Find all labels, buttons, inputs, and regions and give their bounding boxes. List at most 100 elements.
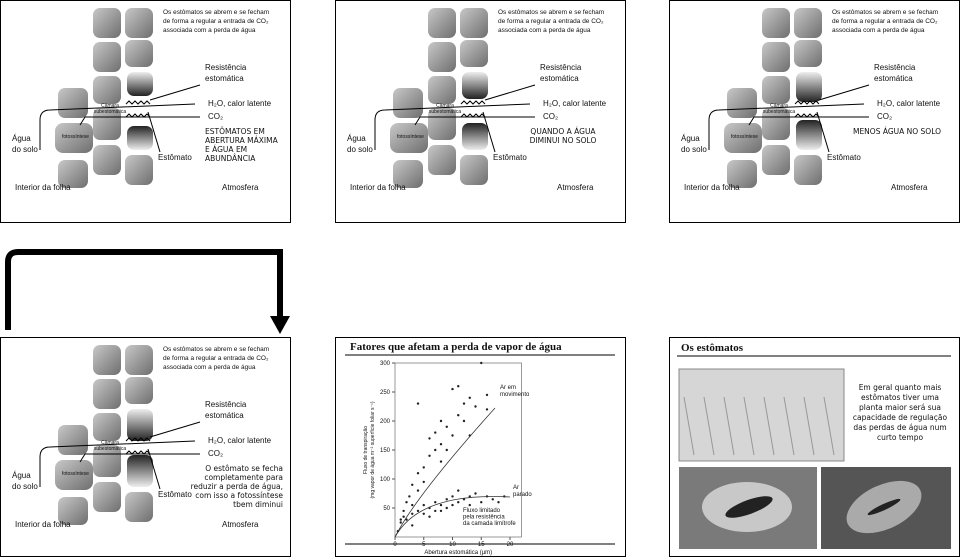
body-text: Em geral quanto mais [859, 383, 942, 392]
cell [58, 88, 88, 118]
note: de forma a regular a entrada de CO₂ [832, 18, 938, 25]
cell [762, 108, 790, 140]
data-point [416, 489, 420, 492]
water-label: Água [12, 471, 31, 480]
co2-label: CO₂ [543, 112, 558, 121]
slide: Os estômatos Em geral quanto maisestômato… [669, 337, 960, 557]
slide-title: Fatores que afetam a perda de vapor de á… [350, 341, 562, 353]
photosynthesis-label: fotossíntese [397, 134, 424, 140]
data-point [402, 509, 405, 513]
h2o-label: H₂O, calor latente [208, 99, 272, 108]
guard-cell [796, 120, 822, 150]
data-point [462, 498, 466, 501]
image-detail [743, 396, 755, 456]
data-point [445, 425, 448, 428]
note: Os estômatos se abrem e se fecham [832, 9, 938, 16]
y-tick-label: 200 [380, 419, 391, 425]
data-point [411, 512, 414, 515]
data-point [428, 454, 431, 457]
data-point [434, 501, 437, 504]
trend-curve [394, 496, 511, 538]
data-point [402, 515, 405, 518]
pointer [482, 111, 496, 153]
data-point [422, 503, 425, 507]
chamber-label: subestomática [763, 109, 795, 115]
image-detail [763, 396, 775, 456]
slide: Os estômatos se abrem e se fecham de form… [335, 0, 626, 223]
cell [58, 425, 88, 455]
stomate-label: Estômato [493, 153, 527, 162]
resistance [794, 100, 820, 105]
pointer [818, 84, 870, 101]
series-label: parado [513, 492, 532, 498]
chamber-label: Câmara [101, 103, 119, 109]
caption: QUANDO A ÁGUA [530, 127, 596, 136]
note: Os estômatos se abrem e se fecham [498, 9, 604, 16]
image-detail [783, 396, 795, 456]
resistance-label: Resistência [874, 63, 916, 72]
water-label: Água [681, 134, 700, 143]
pointer [147, 111, 161, 153]
interior-label: Interior da folha [15, 183, 71, 192]
cell [794, 8, 822, 38]
water-label: do solo [12, 145, 38, 154]
y-tick-label: 300 [380, 361, 391, 367]
water-label: do solo [681, 145, 707, 154]
caption: MENOS ÁGUA NO SOLO [853, 127, 941, 136]
data-point [451, 503, 454, 507]
cell [93, 8, 121, 38]
cell [460, 8, 488, 38]
x-axis-label: Abertura estomática (µm) [424, 550, 492, 556]
data-point [445, 506, 448, 510]
cell [58, 160, 88, 188]
photosynthesis-label: fotossíntese [731, 134, 758, 140]
slide: Os estômatos se abrem e se fecham de form… [0, 0, 291, 223]
photosynthesis-cell [390, 123, 428, 153]
water-path [39, 103, 196, 150]
trend-curve [394, 407, 496, 538]
body-text: das perdas de água num [853, 423, 946, 432]
resistance [125, 450, 151, 455]
slide: Os estômatos se abrem e se fecham de form… [0, 337, 291, 557]
cell [460, 40, 488, 67]
data-point [411, 483, 414, 486]
x-tick-label: 5 [422, 542, 426, 548]
data-point [491, 498, 494, 501]
stomate-label: Estômato [827, 153, 861, 162]
atmosphere-label: Atmosfera [891, 183, 928, 192]
water-path [374, 103, 531, 150]
resistance [125, 100, 151, 105]
cell [125, 40, 153, 67]
data-point [416, 509, 420, 513]
guard-cell [127, 126, 153, 150]
atmosphere-label: Atmosfera [557, 183, 594, 192]
photosynthesis-label: fotossíntese [62, 134, 89, 140]
annotation: Fluxo limitado [463, 508, 501, 514]
water-label: do solo [12, 482, 38, 491]
note: Os estômatos se abrem e se fecham [163, 346, 269, 353]
resistance [125, 437, 151, 442]
series-label: Ar [513, 485, 519, 491]
data-point [468, 495, 471, 498]
y-tick-label: 150 [380, 448, 391, 454]
co2-path [79, 116, 200, 126]
interior-label: Interior da folha [684, 183, 740, 192]
caption: ABERTURA MÁXIMA [205, 136, 279, 145]
cell [762, 42, 790, 72]
cell [727, 160, 757, 188]
data-point [399, 521, 402, 524]
data-point [422, 466, 425, 469]
data-point [474, 492, 477, 495]
cell [428, 42, 456, 72]
resistance-label: Resistência [540, 63, 582, 72]
note: associada com a perda de água [832, 27, 925, 34]
h2o-label: H₂O, calor latente [877, 99, 941, 108]
slide-frame [335, 337, 626, 557]
data-point [439, 460, 443, 463]
pointer [816, 111, 830, 153]
cell [125, 492, 153, 522]
data-point [434, 509, 437, 513]
co2-path [79, 453, 200, 463]
cell [58, 497, 88, 525]
